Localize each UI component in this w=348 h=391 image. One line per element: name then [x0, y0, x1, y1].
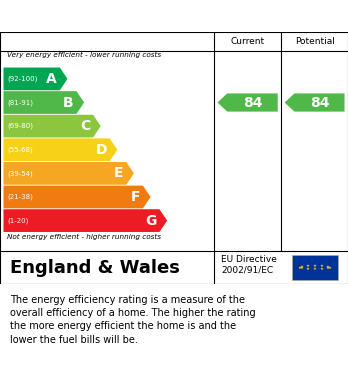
- Text: (69-80): (69-80): [8, 123, 34, 129]
- Text: ★: ★: [305, 267, 309, 271]
- Text: E: E: [114, 166, 124, 180]
- Polygon shape: [218, 93, 278, 111]
- Text: B: B: [63, 95, 74, 109]
- Text: ★: ★: [327, 265, 331, 270]
- Text: C: C: [80, 119, 90, 133]
- Polygon shape: [3, 68, 68, 90]
- Text: F: F: [130, 190, 140, 204]
- Text: ★: ★: [320, 267, 324, 271]
- Text: (55-68): (55-68): [8, 147, 33, 153]
- Text: ★: ★: [313, 264, 317, 268]
- Text: Current: Current: [230, 37, 265, 46]
- Polygon shape: [3, 115, 101, 138]
- Text: ★: ★: [298, 265, 302, 270]
- Polygon shape: [285, 93, 345, 111]
- Text: ★: ★: [325, 265, 329, 269]
- Text: Energy Efficiency Rating: Energy Efficiency Rating: [9, 9, 229, 23]
- Text: (81-91): (81-91): [8, 99, 34, 106]
- Text: 84: 84: [310, 95, 329, 109]
- Text: EU Directive
2002/91/EC: EU Directive 2002/91/EC: [221, 255, 277, 275]
- Text: G: G: [145, 213, 157, 228]
- Text: A: A: [46, 72, 57, 86]
- Polygon shape: [3, 91, 84, 114]
- Text: ★: ★: [320, 264, 324, 269]
- Polygon shape: [3, 209, 167, 232]
- Text: Potential: Potential: [295, 37, 334, 46]
- Text: Not energy efficient - higher running costs: Not energy efficient - higher running co…: [7, 233, 161, 240]
- Text: (1-20): (1-20): [8, 217, 29, 224]
- Text: ★: ★: [305, 264, 309, 269]
- Polygon shape: [3, 162, 134, 185]
- Polygon shape: [3, 186, 151, 208]
- Text: ★: ★: [300, 266, 304, 270]
- Bar: [292, 255, 338, 280]
- Text: (92-100): (92-100): [8, 75, 38, 82]
- Polygon shape: [3, 138, 117, 161]
- Text: England & Wales: England & Wales: [10, 258, 180, 277]
- Text: ★: ★: [313, 267, 317, 271]
- Text: Very energy efficient - lower running costs: Very energy efficient - lower running co…: [7, 52, 161, 58]
- Text: (39-54): (39-54): [8, 170, 33, 177]
- Text: 84: 84: [243, 95, 262, 109]
- Text: The energy efficiency rating is a measure of the
overall efficiency of a home. T: The energy efficiency rating is a measur…: [10, 295, 256, 344]
- Text: ★: ★: [325, 266, 329, 270]
- Text: ★: ★: [300, 265, 304, 269]
- Text: (21-38): (21-38): [8, 194, 33, 200]
- Text: D: D: [95, 143, 107, 157]
